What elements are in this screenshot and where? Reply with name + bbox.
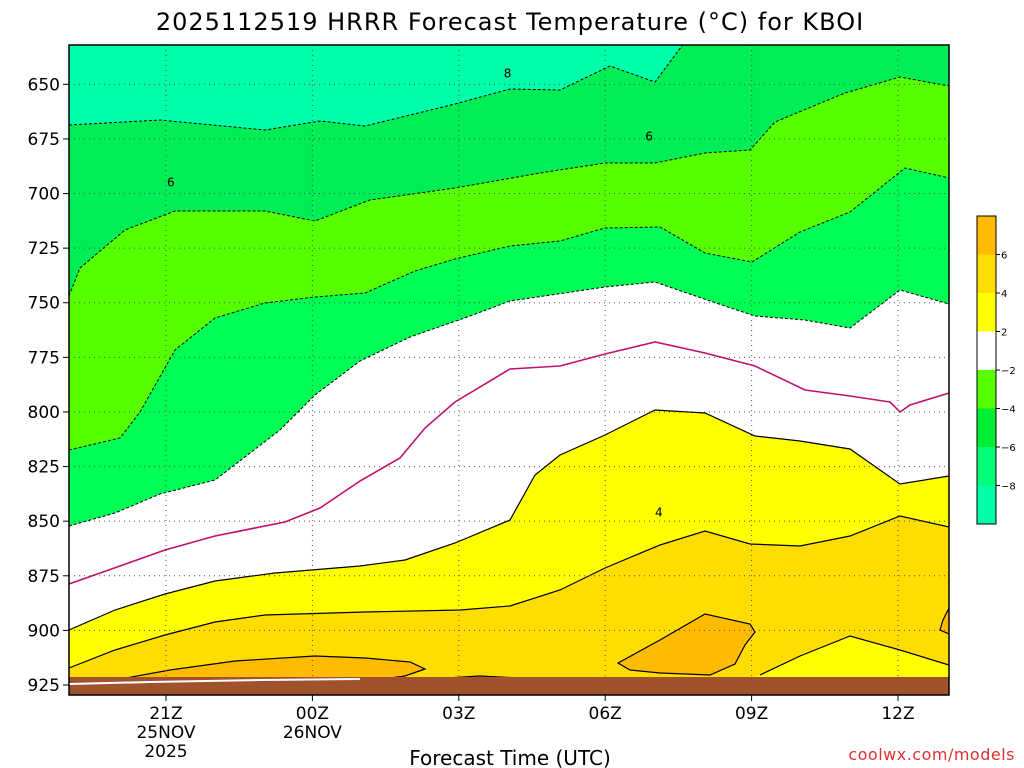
- ground-terrain: [69, 677, 949, 695]
- fill-6to8-band-right: [940, 608, 949, 634]
- y-tick-label: 925: [28, 676, 60, 696]
- fill-minus2-band: [69, 168, 949, 526]
- plot-frame: [68, 44, 950, 696]
- contour-label: 8: [504, 66, 512, 80]
- contour-label: 6: [167, 176, 175, 190]
- x-tick-label: 00Z: [296, 704, 329, 724]
- contour-minus8-line: [69, 45, 684, 131]
- colorbar-segment: [977, 370, 996, 409]
- x-tick-date: 26NOV: [283, 723, 342, 743]
- x-tick-date: 25NOV: [136, 723, 195, 743]
- colorbar-segment: [977, 447, 996, 486]
- y-tick-label: 700: [28, 185, 60, 205]
- colorbar-label: 2: [1001, 328, 1007, 339]
- x-tick-label: 03Z: [442, 704, 475, 724]
- contour-4-line-right: [759, 635, 949, 676]
- freezing-line: [69, 341, 949, 585]
- y-tick-label: 900: [28, 621, 60, 641]
- contour-2-line: [69, 409, 949, 631]
- colorbar-label: −6: [1001, 443, 1016, 454]
- colorbar: 6 4 2 −2 −4 −6 −8: [976, 215, 1016, 525]
- fill-6to8-band-center: [618, 614, 755, 675]
- contour-6-line-left: [69, 655, 427, 691]
- y-tick-label: 825: [28, 458, 60, 478]
- contour-labels: 8 6 6 4: [167, 66, 663, 519]
- y-tick-label: 750: [28, 294, 60, 314]
- y-tick-label: 775: [28, 348, 60, 368]
- y-tick-label: 875: [28, 567, 60, 587]
- colorbar-label: 6: [1001, 251, 1007, 262]
- colorbar-segment: [977, 293, 996, 332]
- x-tick-year: 2025: [144, 742, 187, 762]
- contour-label: 4: [655, 505, 663, 519]
- fill-minus2-to-2-band: [69, 282, 949, 630]
- y-tick-label: 725: [28, 239, 60, 259]
- x-axis-label: Forecast Time (UTC): [409, 746, 611, 768]
- credit-text: coolwx.com/models: [848, 745, 1015, 764]
- x-tick-label: 06Z: [589, 704, 622, 724]
- contour-4-line: [69, 515, 949, 669]
- contour-label: 6: [645, 130, 653, 144]
- gridlines: [69, 45, 949, 695]
- colorbar-label: −4: [1001, 405, 1016, 416]
- y-tick-label: 650: [28, 75, 60, 95]
- y-tick-label: 800: [28, 403, 60, 423]
- y-tick-label: 675: [28, 130, 60, 150]
- colorbar-segment: [977, 216, 996, 255]
- contour-minus2-line: [69, 281, 949, 527]
- colorbar-segment: [977, 485, 996, 524]
- x-tick-label: 21Z: [149, 704, 182, 724]
- ground-edge-highlight: [69, 678, 361, 685]
- contour-6-line-center: [616, 613, 756, 676]
- contour-6-line-right: [939, 607, 949, 635]
- fill-minus4-band: [69, 77, 949, 450]
- colorbar-segment: [977, 408, 996, 447]
- contour-minus4-line: [69, 167, 949, 451]
- fill-minus6-band: [69, 45, 949, 296]
- y-tick-label: 850: [28, 512, 60, 532]
- colorbar-label: −8: [1001, 482, 1016, 493]
- negative-contour-lines: [69, 45, 949, 527]
- colorbar-segment: [977, 331, 996, 370]
- x-tick-label: 09Z: [735, 704, 768, 724]
- colorbar-segment: [977, 254, 996, 293]
- chart-title: 2025112519 HRRR Forecast Temperature (°C…: [156, 8, 864, 36]
- plot-area: 8 6 6 4: [69, 45, 949, 695]
- colorbar-label: 4: [1001, 289, 1007, 300]
- x-tick-label: 12Z: [881, 704, 914, 724]
- positive-contour-lines: [69, 409, 949, 691]
- y-axis: 650 675 700 725 750 775 800 825 850 875 900 925: [28, 75, 69, 696]
- colorbar-label: −2: [1001, 366, 1016, 377]
